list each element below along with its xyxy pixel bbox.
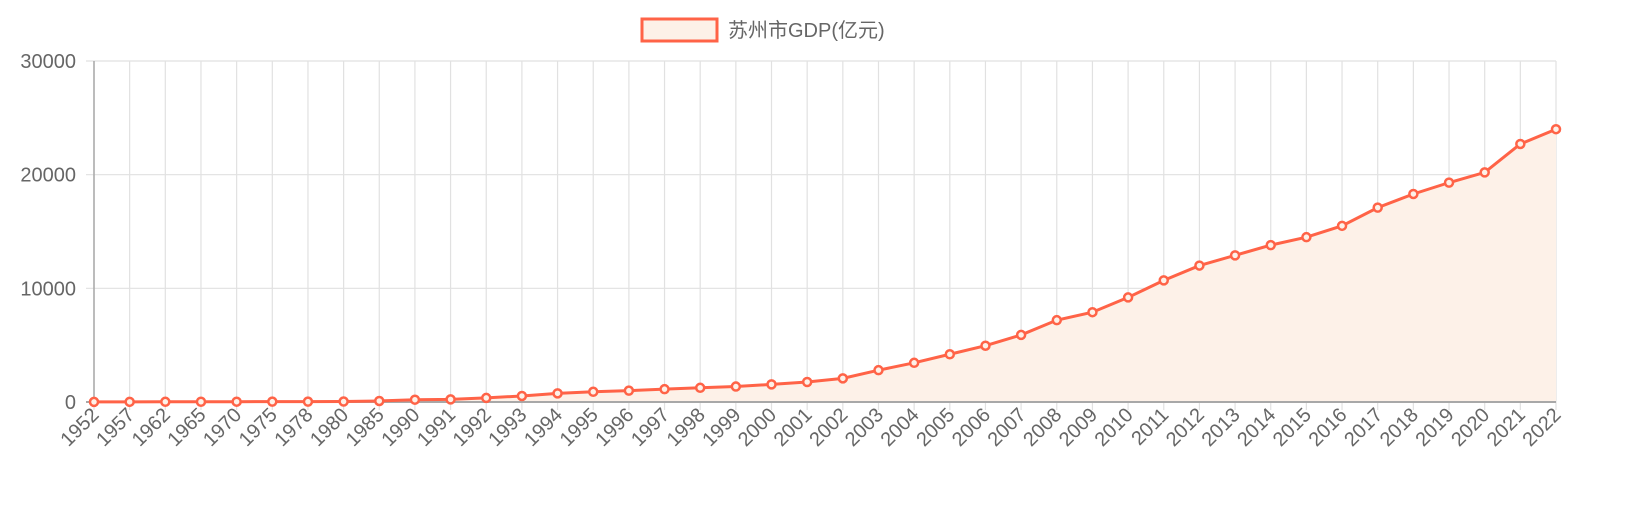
x-tick-label: 2018 [1376, 404, 1423, 451]
x-tick-label: 1998 [663, 404, 710, 451]
data-point[interactable] [1550, 123, 1562, 135]
x-tick-label: 2009 [1055, 404, 1102, 451]
data-point[interactable] [1479, 167, 1490, 178]
x-tick-label: 2003 [841, 404, 888, 451]
data-point[interactable] [980, 340, 991, 351]
data-point[interactable] [1087, 306, 1098, 318]
y-tick-label: 30000 [20, 51, 76, 73]
x-tick-label: 1993 [484, 404, 531, 451]
x-tick-label: 1985 [342, 404, 389, 451]
x-tick-label: 1994 [520, 404, 567, 451]
data-point[interactable] [1122, 292, 1134, 303]
data-point[interactable] [587, 386, 599, 398]
data-point[interactable] [231, 396, 242, 407]
y-tick-label: 20000 [20, 165, 76, 187]
x-tick-label: 2012 [1162, 404, 1209, 451]
y-tick-label: 0 [65, 392, 76, 414]
data-point[interactable] [1443, 177, 1455, 188]
x-tick-label: 1999 [698, 404, 745, 451]
data-point[interactable] [623, 385, 635, 396]
x-tick-label: 2013 [1198, 404, 1245, 451]
data-point[interactable] [1301, 231, 1312, 243]
data-point[interactable] [837, 373, 849, 384]
x-tick-label: 2014 [1233, 404, 1280, 451]
data-point[interactable] [160, 396, 171, 408]
x-tick-label: 1952 [57, 404, 104, 451]
x-tick-label: 2007 [984, 404, 1031, 451]
x-tick-label: 1997 [627, 404, 674, 451]
y-axis-ticks: 0 10000 20000 30000 [20, 51, 76, 414]
x-tick-label: 1965 [163, 404, 210, 451]
x-tick-label: 2021 [1483, 404, 1530, 451]
x-tick-label: 2002 [805, 404, 852, 451]
data-point[interactable] [1372, 202, 1383, 213]
x-tick-label: 1990 [377, 404, 424, 451]
series-line [93, 127, 1557, 404]
data-point[interactable] [480, 392, 492, 404]
data-point[interactable] [409, 394, 421, 405]
x-tick-label: 2019 [1412, 404, 1459, 451]
area-fill-path [94, 129, 1556, 402]
area-fill [94, 129, 1556, 402]
x-tick-label: 2006 [948, 404, 995, 451]
x-tick-label: 2020 [1447, 404, 1494, 451]
x-tick-label: 2004 [877, 404, 924, 451]
x-tick-label: 1992 [449, 404, 496, 451]
data-series [88, 123, 1562, 408]
x-tick-label: 2017 [1340, 404, 1387, 451]
x-tick-label: 2010 [1091, 404, 1138, 451]
x-tick-label: 1995 [556, 404, 603, 451]
data-point[interactable] [302, 396, 314, 407]
x-tick-label: 1980 [306, 404, 353, 451]
data-point[interactable] [1515, 138, 1526, 150]
data-point[interactable] [1265, 239, 1276, 251]
x-tick-label: 2008 [1019, 404, 1066, 451]
x-tick-label: 2001 [770, 404, 817, 451]
data-point[interactable] [195, 396, 207, 407]
x-tick-label: 2011 [1127, 404, 1173, 450]
data-point[interactable] [1015, 329, 1027, 341]
x-tick-label: 2022 [1519, 404, 1566, 451]
x-tick-label: 2015 [1269, 404, 1316, 451]
data-point[interactable] [338, 396, 349, 407]
data-point[interactable] [873, 364, 884, 376]
data-point[interactable] [694, 382, 706, 394]
x-tick-label: 1978 [270, 404, 317, 451]
data-point[interactable] [944, 349, 956, 360]
legend[interactable]: 苏州市GDP(亿元) [640, 17, 885, 43]
data-point[interactable] [908, 357, 920, 369]
x-tick-label: 2005 [912, 404, 959, 451]
data-point[interactable] [267, 396, 278, 407]
x-tick-label: 1996 [591, 404, 638, 451]
data-point[interactable] [1229, 250, 1241, 261]
data-point[interactable] [88, 396, 100, 408]
data-point[interactable] [801, 376, 813, 388]
legend-swatch[interactable] [640, 17, 719, 43]
data-point[interactable] [1336, 220, 1348, 232]
legend-label[interactable]: 苏州市GDP(亿元) [728, 19, 885, 42]
data-point[interactable] [552, 388, 563, 399]
data-point[interactable] [124, 396, 135, 408]
data-point[interactable] [766, 379, 777, 390]
data-point[interactable] [659, 383, 670, 395]
data-point[interactable] [374, 395, 385, 407]
data-point[interactable] [1051, 314, 1063, 326]
x-tick-label: 2016 [1305, 404, 1352, 451]
x-axis-ticks: 1952195719621965197019751978198019851990… [57, 404, 1566, 451]
data-point[interactable] [1194, 260, 1205, 271]
data-point[interactable] [730, 381, 742, 392]
x-tick-label: 1957 [92, 404, 139, 451]
y-tick-label: 10000 [20, 278, 76, 300]
x-tick-label: 1962 [128, 404, 175, 451]
data-point[interactable] [1158, 275, 1170, 286]
data-point[interactable] [1408, 188, 1419, 200]
data-point[interactable] [445, 394, 456, 405]
x-tick-label: 2000 [734, 404, 781, 451]
x-tick-label: 1991 [413, 404, 460, 451]
x-tick-label: 1970 [199, 404, 246, 451]
x-tick-label: 1975 [235, 404, 282, 451]
data-point[interactable] [516, 390, 528, 402]
